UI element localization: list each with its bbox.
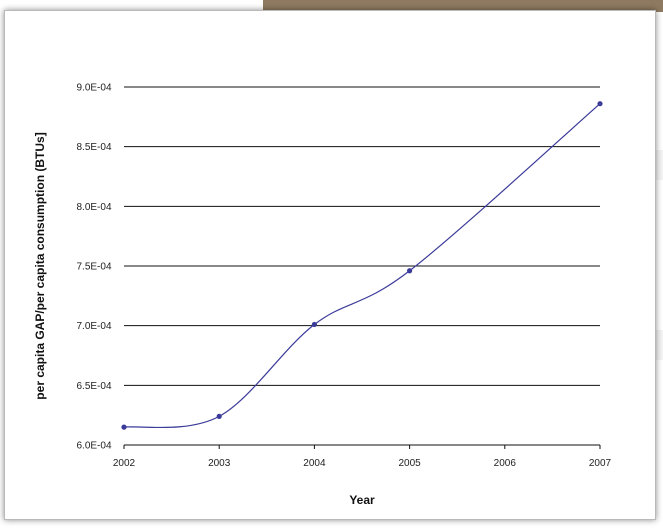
data-points <box>121 101 603 430</box>
x-tick-label: 2002 <box>113 458 136 469</box>
y-axis-title: per capita GAP/per capita consumption (B… <box>33 132 47 399</box>
series-line <box>123 103 601 429</box>
x-tick-label: 2006 <box>494 458 517 469</box>
y-tick-label: 8.0E-04 <box>76 202 111 213</box>
x-tick-labels: 2002 2003 2004 2005 2006 2007 <box>113 458 612 469</box>
x-tick-label: 2007 <box>589 458 612 469</box>
y-tick-labels: 6.0E-04 6.5E-04 7.0E-04 7.5E-04 8.0E-04 8.5E-… <box>76 83 111 452</box>
y-tick-label: 7.0E-04 <box>76 321 111 332</box>
y-tick-label: 7.5E-04 <box>76 262 111 273</box>
data-point <box>407 268 413 274</box>
x-axis-title: Year <box>349 493 375 507</box>
chart-frame <box>4 10 656 520</box>
y-tick-label: 6.5E-04 <box>76 381 111 392</box>
x-tick-label: 2005 <box>398 458 421 469</box>
x-tick-label: 2003 <box>208 458 231 469</box>
x-tick-label: 2004 <box>303 458 326 469</box>
side-decor-mark <box>652 330 663 360</box>
data-point <box>597 101 603 107</box>
top-decor-bar <box>263 0 663 12</box>
side-decor-mark <box>652 150 663 180</box>
y-tick-label: 8.5E-04 <box>76 142 111 153</box>
data-point <box>121 424 127 430</box>
y-tick-label: 9.0E-04 <box>76 83 111 94</box>
data-point <box>216 413 222 419</box>
gridlines <box>123 86 601 449</box>
y-tick-label: 6.0E-04 <box>76 441 111 452</box>
data-point <box>311 321 317 328</box>
